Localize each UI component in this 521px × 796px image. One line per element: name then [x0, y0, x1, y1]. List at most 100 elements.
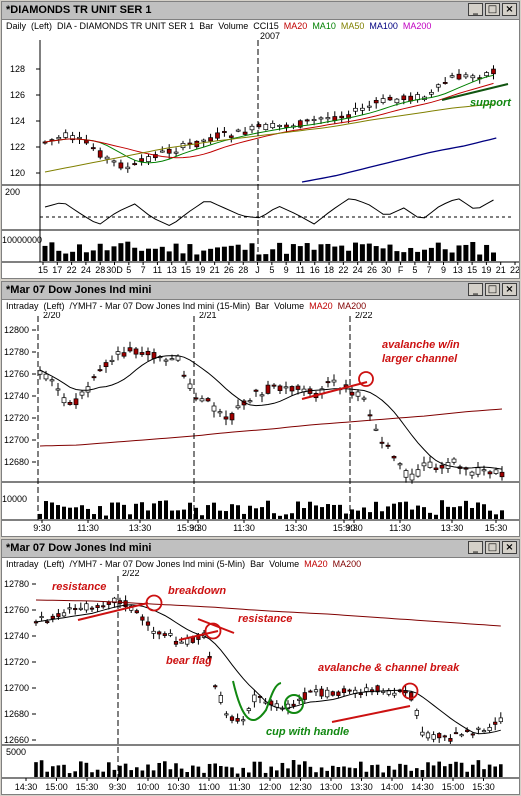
legend-ma20: MA20 — [283, 21, 308, 31]
volume-bar — [125, 241, 131, 261]
date-tick-label: 15 — [38, 265, 48, 275]
candle-body — [375, 685, 380, 693]
volume-bar — [86, 508, 90, 519]
candle-body — [475, 467, 481, 475]
price-tick-label: 12760 — [4, 605, 29, 615]
daily-chart-window: *DIAMONDS TR UNIT SER 1 _ □ × Daily (Left… — [1, 1, 520, 279]
volume-bar — [146, 764, 150, 777]
volume-bar — [392, 769, 397, 777]
volume-bar — [187, 244, 193, 261]
volume-bar — [191, 765, 195, 777]
time-tick-label: 14:00 — [381, 782, 404, 792]
volume-bar — [456, 245, 462, 261]
volume-bar — [67, 773, 72, 777]
volume-bar — [122, 504, 126, 519]
volume-bar — [297, 246, 303, 261]
volume-bar — [491, 252, 496, 261]
volume-bar — [158, 500, 162, 519]
cci-line — [44, 198, 494, 226]
date-label-2-22: 2/22 — [122, 570, 140, 578]
volume-bar — [398, 763, 402, 777]
candle-body — [218, 695, 223, 703]
candle-body — [304, 119, 310, 122]
5min-chart-titlebar[interactable]: *Mar 07 Dow Jones Ind mini _ □ × — [2, 540, 519, 558]
legend-axis: (Left) — [43, 559, 65, 569]
volume-bar — [422, 249, 427, 261]
price-tick-label: 126 — [10, 90, 25, 100]
volume-bar — [449, 252, 455, 261]
candle-body — [235, 129, 241, 132]
minimize-button[interactable]: _ — [468, 541, 483, 554]
legend-ma50: MA50 — [340, 21, 365, 31]
maximize-button[interactable]: □ — [485, 541, 500, 554]
candle-body — [425, 732, 431, 739]
candle-body — [103, 362, 109, 368]
close-button[interactable]: × — [502, 541, 517, 554]
15min-chart-titlebar[interactable]: *Mar 07 Dow Jones Ind mini _ □ × — [2, 282, 519, 300]
date-tick-label: 17 — [52, 265, 62, 275]
ma200-line — [35, 599, 501, 627]
candle-body — [207, 655, 212, 659]
volume-bar — [420, 770, 425, 777]
volume-bar — [213, 763, 217, 777]
volume-bar — [458, 506, 462, 519]
volume-bar — [230, 504, 234, 519]
time-tick-label: 15:00 — [442, 782, 465, 792]
candle-body — [43, 373, 49, 380]
daily-chart-titlebar[interactable]: *DIAMONDS TR UNIT SER 1 _ □ × — [2, 2, 519, 20]
daily-chart-plot[interactable]: 2007 support 200 10000000 12812612412212… — [2, 32, 519, 278]
volume-bar — [476, 760, 481, 777]
candle-body — [90, 147, 96, 150]
volume-bar — [370, 765, 374, 777]
volume-bar — [188, 502, 192, 519]
date-tick-label: 7 — [427, 265, 432, 275]
price-tick-label: 12740 — [4, 631, 29, 641]
15min-chart-plot[interactable]: 2/20 2/21 2/22 avalanche w/in larger cha… — [2, 312, 519, 536]
maximize-button[interactable]: □ — [485, 283, 500, 296]
candle-body — [277, 124, 282, 127]
volume-bar — [291, 760, 296, 777]
candle-body — [499, 471, 505, 478]
time-tick-label: 11:30 — [389, 523, 411, 533]
candle-body — [112, 597, 117, 604]
close-button[interactable]: × — [502, 283, 517, 296]
volume-bar — [194, 254, 200, 261]
volume-bar — [258, 761, 262, 777]
5min-chart-plot[interactable]: 2/22 resistance breakdown resistance bea… — [2, 570, 519, 794]
candle-body — [67, 402, 73, 405]
support-trendline — [441, 83, 509, 101]
close-button[interactable]: × — [502, 3, 517, 16]
minimize-button[interactable]: _ — [468, 3, 483, 16]
date-tick-label: 30 — [381, 265, 391, 275]
date-tick-label: 28 — [238, 265, 248, 275]
candle-body — [157, 631, 162, 635]
date-tick-label: 28 — [95, 265, 105, 275]
volume-bar — [170, 510, 174, 519]
candle-body — [339, 115, 345, 119]
candle-body — [373, 100, 379, 104]
candle-body — [277, 385, 283, 391]
time-tick-label: 15:00 — [45, 782, 68, 792]
volume-bar — [77, 244, 82, 261]
time-tick-label: 15:30 — [333, 523, 356, 533]
volume-bar — [202, 772, 206, 777]
candle-body — [442, 735, 447, 738]
date-tick-label: 15 — [467, 265, 477, 275]
volume-bar — [56, 765, 61, 777]
volume-bar — [242, 249, 248, 261]
minimize-button[interactable]: _ — [468, 283, 483, 296]
price-axis-ticks: 128 126 124 122 120 — [10, 64, 40, 178]
maximize-button[interactable]: □ — [485, 3, 500, 16]
date-tick-label: 11 — [153, 265, 162, 275]
candle-body — [151, 630, 156, 634]
candle-body — [341, 688, 347, 693]
date-tick-label: 15 — [181, 265, 191, 275]
volume-bar — [296, 501, 300, 519]
candle-body — [456, 73, 462, 80]
candle-body — [132, 163, 138, 166]
volume-bar — [212, 502, 216, 519]
volume-bar — [194, 507, 198, 519]
candle-body — [67, 607, 72, 610]
volume-bar — [51, 766, 55, 777]
ma10-line — [44, 74, 494, 164]
